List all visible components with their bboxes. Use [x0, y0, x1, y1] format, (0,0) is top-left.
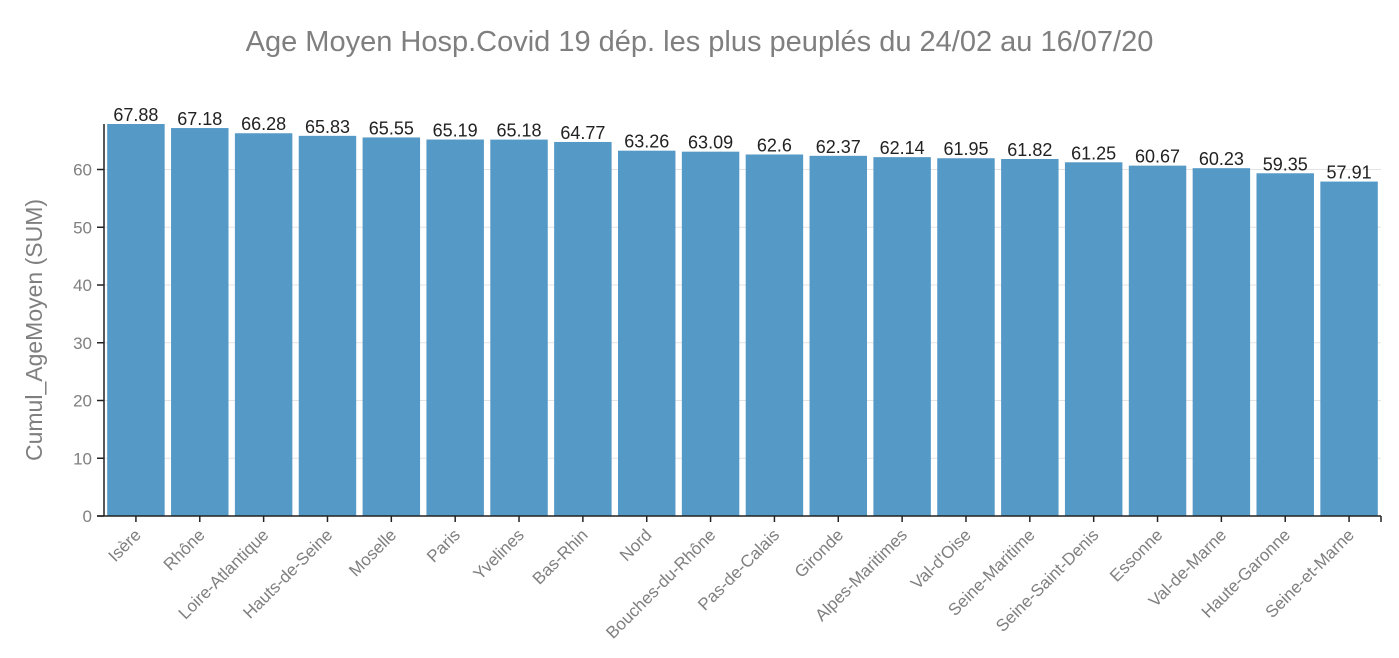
bar[interactable] [298, 135, 357, 516]
data-labels: 67.88 67.18 66.28 65.83 65.55 65.19 65.18 64.77… [113, 105, 1371, 183]
data-label: 59.35 [1263, 154, 1308, 174]
bar[interactable] [873, 157, 931, 517]
y-tick-label: 0 [83, 507, 92, 526]
data-label: 67.88 [113, 105, 158, 125]
x-tick-label: Moselle [345, 525, 400, 580]
bar[interactable] [937, 158, 995, 517]
data-label: 63.26 [624, 132, 669, 152]
data-label: 65.19 [433, 121, 478, 141]
bar[interactable] [1192, 168, 1251, 516]
y-axis-title: Cumul_AgeMoyen (SUM) [21, 199, 47, 461]
bar[interactable] [554, 141, 612, 516]
bar[interactable] [681, 151, 740, 517]
data-label: 67.18 [177, 109, 222, 129]
data-label: 65.18 [497, 121, 542, 141]
y-tick-label: 20 [73, 392, 92, 411]
x-tick-label: Bas-Rhin [529, 525, 592, 588]
data-label: 65.83 [305, 117, 350, 137]
x-tick-label: Bouches-du-Rhône [602, 525, 719, 642]
gridlines [104, 169, 1381, 459]
bar[interactable] [490, 139, 548, 516]
data-label: 57.91 [1327, 163, 1372, 183]
data-label: 63.09 [688, 133, 733, 153]
x-tick-label: Gironde [791, 525, 847, 581]
bar[interactable] [362, 137, 421, 516]
data-label: 61.25 [1071, 143, 1116, 163]
data-label: 65.55 [369, 118, 414, 138]
x-tick-label: Yvelines [470, 525, 528, 583]
data-label: 66.28 [241, 114, 286, 134]
x-tick-label: Isère [105, 525, 145, 565]
y-tick-label: 30 [73, 334, 92, 353]
y-tick-label: 40 [73, 276, 92, 295]
x-tick-label: Rhône [160, 525, 209, 574]
data-label: 62.6 [757, 135, 792, 155]
y-tick-label: 50 [73, 218, 92, 237]
x-tick-label: Val-d'Oise [907, 525, 975, 593]
x-tick-label: Essonne [1106, 525, 1166, 585]
y-tick-label: 60 [73, 161, 92, 180]
data-label: 64.77 [560, 123, 605, 143]
bar[interactable] [426, 139, 484, 516]
chart-title: Age Moyen Hosp.Covid 19 dép. les plus pe… [245, 26, 1154, 58]
y-tick-label: 10 [73, 449, 92, 468]
data-label: 62.37 [816, 137, 861, 157]
bar[interactable] [234, 133, 293, 516]
bar[interactable] [1128, 165, 1187, 516]
data-label: 60.23 [1199, 149, 1244, 169]
data-label: 60.67 [1135, 147, 1180, 167]
bar[interactable] [1256, 173, 1314, 516]
bar[interactable] [1320, 181, 1378, 516]
data-label: 62.14 [880, 138, 925, 158]
bar[interactable] [1001, 158, 1059, 516]
bar[interactable] [171, 128, 229, 517]
bar[interactable] [745, 154, 804, 516]
bar[interactable] [107, 124, 165, 516]
x-tick-label: Nord [616, 525, 655, 564]
bar[interactable] [809, 155, 868, 516]
bar[interactable] [617, 150, 676, 516]
data-label: 61.95 [943, 139, 988, 159]
bars [107, 124, 1378, 517]
bar[interactable] [1064, 162, 1123, 516]
data-label: 61.82 [1007, 140, 1052, 160]
x-tick-label: Paris [423, 525, 464, 566]
